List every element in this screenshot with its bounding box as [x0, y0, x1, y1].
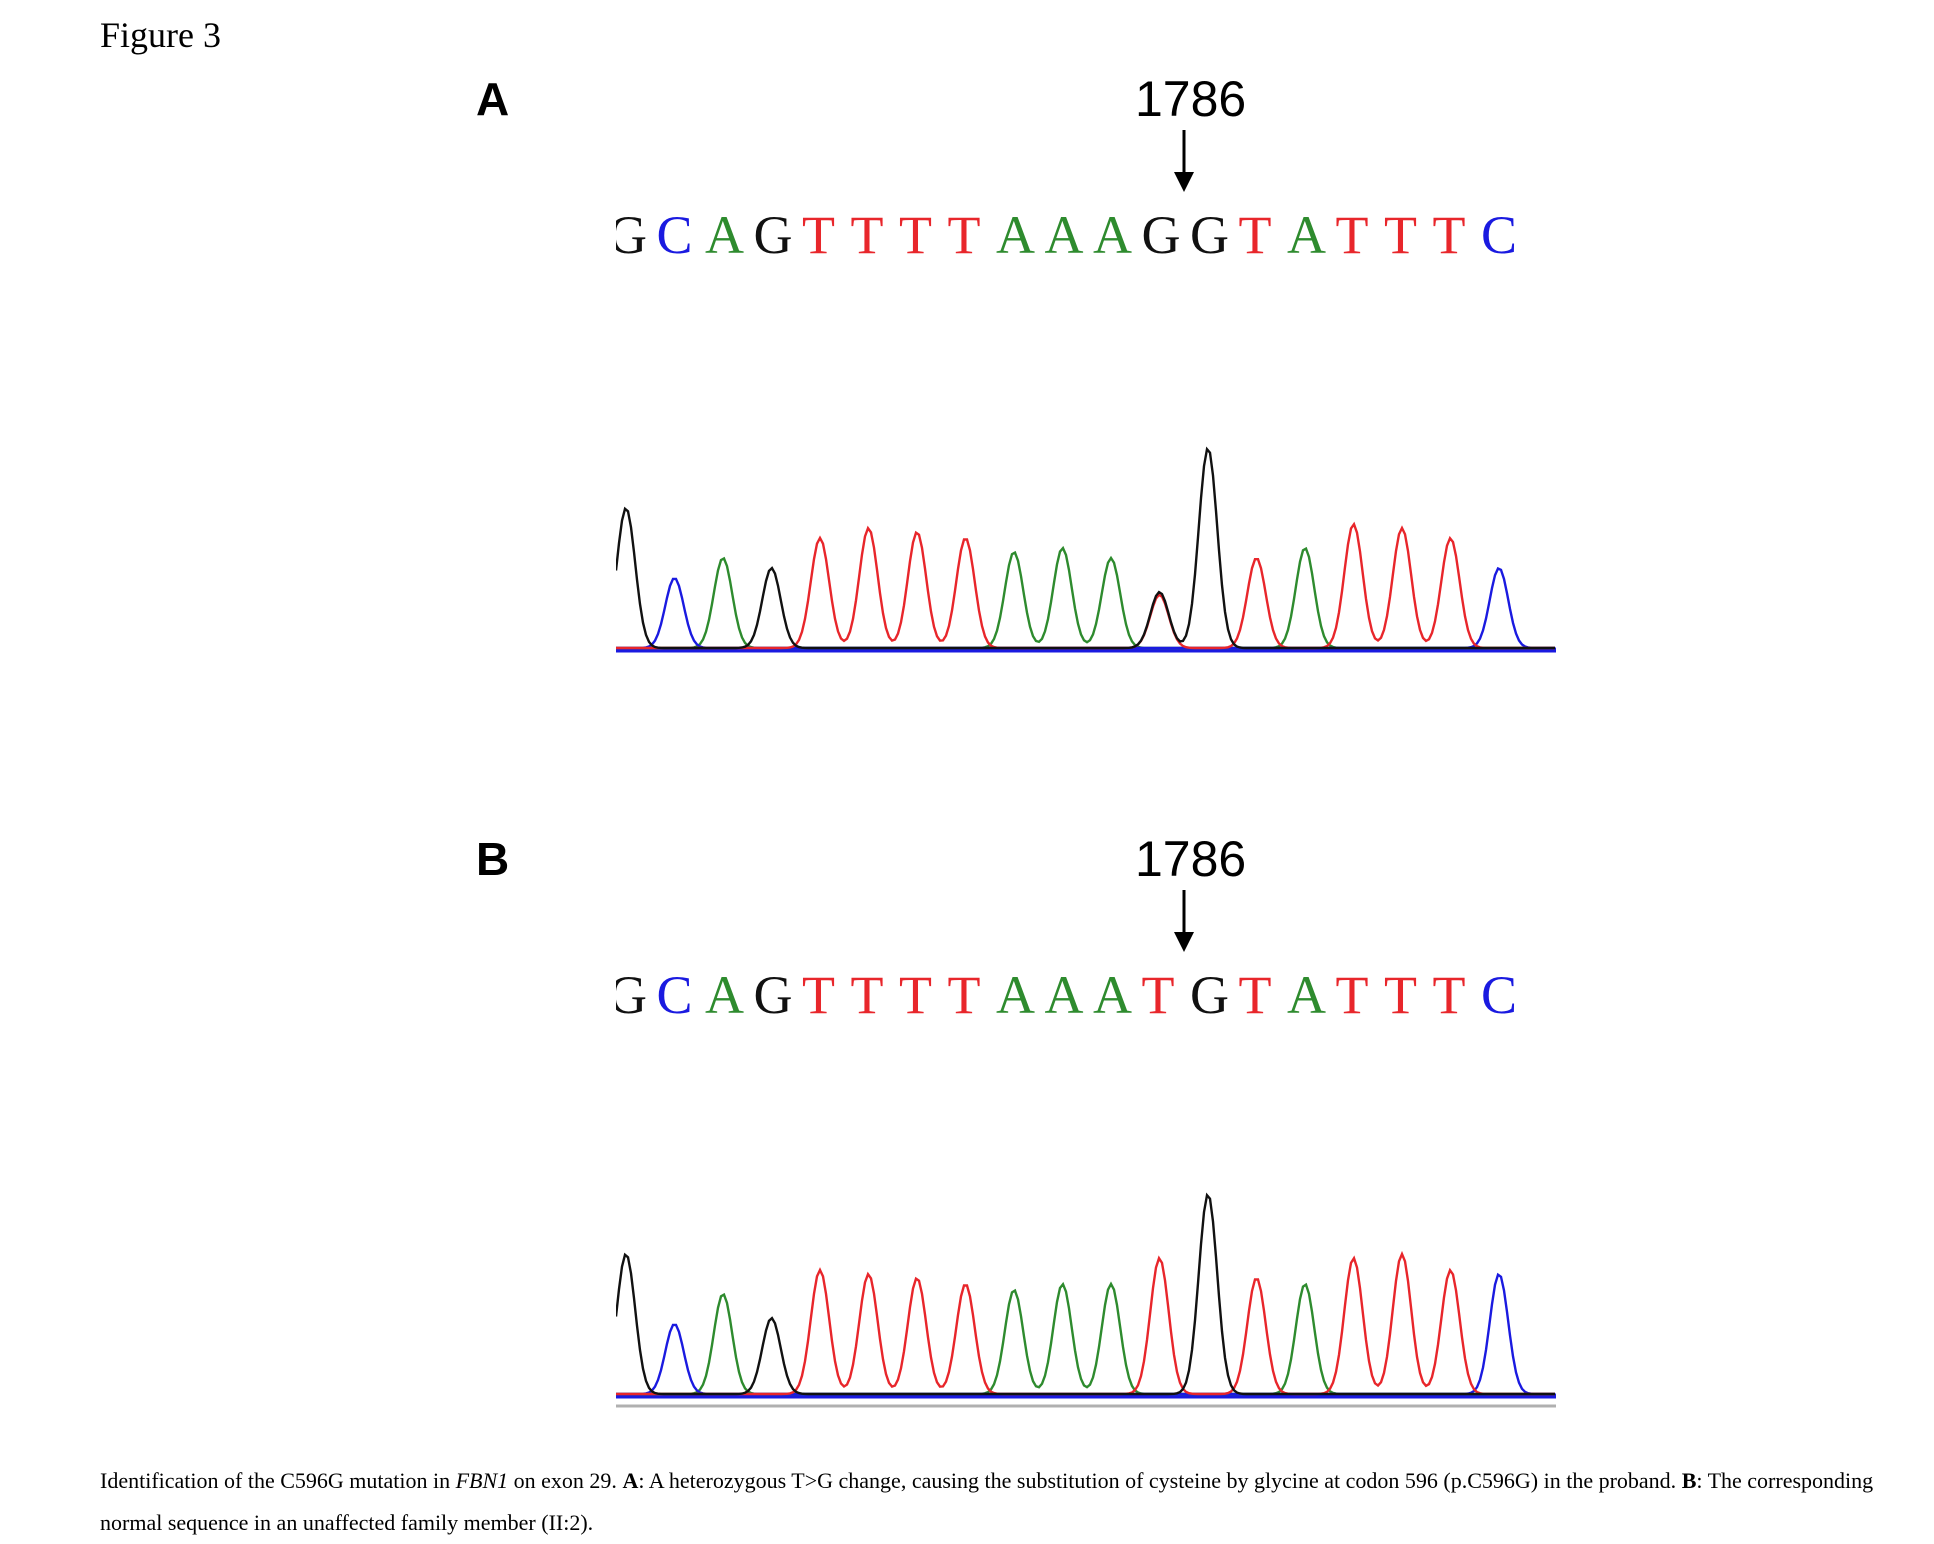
base-letter: A: [1044, 965, 1084, 1025]
base-letter: A: [996, 965, 1035, 1025]
caption-text: Identification of the C596G mutation in: [100, 1468, 456, 1493]
base-letter: T: [1238, 965, 1272, 1025]
base-letter: C: [656, 205, 693, 265]
base-letter: C: [1481, 205, 1518, 265]
caption-label-b: B: [1681, 1468, 1697, 1493]
chromatogram: [616, 1192, 1556, 1408]
base-letter: T: [899, 965, 932, 1025]
base-letter: T: [802, 205, 835, 265]
base-letter: A: [705, 205, 744, 265]
base-letter: T: [1384, 205, 1417, 265]
base-letter: G: [753, 965, 793, 1025]
caption-text-b: : The corresponding normal sequence in a…: [100, 1468, 1874, 1535]
base-letter: A: [1093, 205, 1132, 265]
base-letter: A: [1287, 965, 1326, 1025]
panel-letter: B: [476, 833, 510, 885]
base-letter: G: [1190, 205, 1229, 265]
base-letter: C: [656, 965, 693, 1025]
down-arrow-icon: [1174, 130, 1194, 192]
base-letter: G: [616, 205, 647, 265]
base-letter: T: [850, 205, 884, 265]
base-letter: T: [1141, 965, 1175, 1025]
position-label: 1786: [1135, 831, 1247, 887]
base-letter: G: [1190, 965, 1229, 1025]
trace-g: [616, 446, 1555, 650]
base-letter: T: [1335, 965, 1369, 1025]
base-letter: G: [1141, 205, 1181, 265]
panel-letter: A: [476, 73, 510, 125]
base-letter: T: [1238, 205, 1272, 265]
base-letter: A: [1287, 205, 1326, 265]
figure-title: Figure 3: [100, 15, 221, 55]
trace-g: [616, 1192, 1555, 1396]
caption-text: on exon 29.: [508, 1468, 623, 1493]
base-letter: T: [947, 965, 981, 1025]
base-letter: A: [705, 965, 744, 1025]
base-letter: A: [1093, 965, 1132, 1025]
base-letter: A: [1044, 205, 1084, 265]
figure-caption: Identification of the C596G mutation in …: [100, 1460, 1900, 1544]
base-letter: T: [1432, 965, 1466, 1025]
base-letter: T: [947, 205, 981, 265]
caption-label-a: A: [622, 1468, 639, 1493]
base-letter: G: [616, 965, 647, 1025]
base-letter: G: [753, 205, 793, 265]
trace-c: [616, 566, 1555, 650]
chromatogram: [616, 446, 1556, 653]
base-letter: T: [802, 965, 835, 1025]
caption-text-a: : A heterozygous T>G change, causing the…: [638, 1468, 1682, 1493]
base-letter: C: [1481, 965, 1518, 1025]
base-letter: T: [1384, 965, 1417, 1025]
base-letter: T: [1335, 205, 1369, 265]
base-letter: T: [899, 205, 932, 265]
base-letter: A: [996, 205, 1035, 265]
position-label: 1786: [1135, 71, 1247, 127]
base-letter: T: [1432, 205, 1466, 265]
gene-name: FBN1: [455, 1468, 509, 1493]
base-letter: T: [850, 965, 884, 1025]
down-arrow-icon: [1174, 890, 1194, 952]
